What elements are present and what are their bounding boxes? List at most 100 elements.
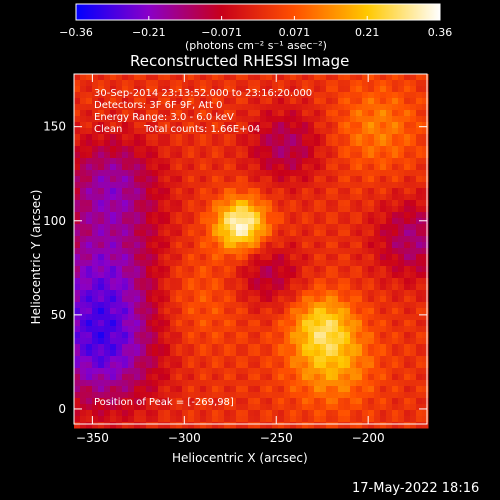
heatmap-cell bbox=[368, 134, 375, 141]
heatmap-cell bbox=[206, 416, 213, 423]
heatmap-cell bbox=[308, 308, 315, 315]
heatmap-cell bbox=[224, 206, 231, 213]
heatmap-cell bbox=[392, 296, 399, 303]
heatmap-cell bbox=[158, 188, 165, 195]
heatmap-cell bbox=[236, 110, 243, 117]
heatmap-cell bbox=[98, 242, 105, 249]
heatmap-cell bbox=[386, 302, 393, 309]
heatmap-cell bbox=[164, 344, 171, 351]
heatmap-cell bbox=[158, 74, 165, 81]
heatmap-cell bbox=[392, 74, 399, 81]
heatmap-cell bbox=[422, 182, 429, 189]
heatmap-cell bbox=[332, 194, 339, 201]
heatmap-cell bbox=[350, 410, 357, 417]
heatmap-cell bbox=[134, 284, 141, 291]
heatmap-cell bbox=[368, 302, 375, 309]
heatmap-cell bbox=[134, 98, 141, 105]
heatmap-cell bbox=[404, 278, 411, 285]
heatmap-cell bbox=[224, 302, 231, 309]
heatmap-cell bbox=[278, 158, 285, 165]
heatmap-cell bbox=[302, 320, 309, 327]
heatmap-cell bbox=[248, 110, 255, 117]
heatmap-cell bbox=[212, 224, 219, 231]
heatmap-cell bbox=[146, 386, 153, 393]
heatmap-cell bbox=[116, 344, 123, 351]
heatmap-cell bbox=[392, 200, 399, 207]
heatmap-cell bbox=[116, 284, 123, 291]
heatmap-cell bbox=[128, 164, 135, 171]
heatmap-cell bbox=[296, 242, 303, 249]
heatmap-cell bbox=[350, 266, 357, 273]
heatmap-cell bbox=[290, 98, 297, 105]
heatmap-cell bbox=[392, 134, 399, 141]
heatmap-cell bbox=[386, 146, 393, 153]
heatmap-cell bbox=[104, 92, 111, 99]
heatmap-cell bbox=[230, 398, 237, 405]
heatmap-cell bbox=[152, 248, 159, 255]
heatmap-cell bbox=[212, 374, 219, 381]
heatmap-cell bbox=[332, 182, 339, 189]
heatmap-cell bbox=[92, 128, 99, 135]
heatmap-cell bbox=[356, 140, 363, 147]
heatmap-cell bbox=[80, 326, 87, 333]
heatmap-cell bbox=[416, 230, 423, 237]
heatmap-cell bbox=[296, 104, 303, 111]
heatmap-cell bbox=[290, 176, 297, 183]
heatmap-cell bbox=[266, 338, 273, 345]
heatmap-cell bbox=[272, 404, 279, 411]
heatmap-cell bbox=[116, 260, 123, 267]
heatmap-cell bbox=[344, 416, 351, 423]
heatmap-cell bbox=[302, 110, 309, 117]
heatmap-cell bbox=[272, 122, 279, 129]
heatmap-cell bbox=[380, 386, 387, 393]
heatmap-cell bbox=[374, 290, 381, 297]
heatmap-cell bbox=[128, 416, 135, 423]
heatmap-cell bbox=[80, 194, 87, 201]
heatmap-cell bbox=[242, 290, 249, 297]
heatmap-cell bbox=[362, 368, 369, 375]
heatmap-cell bbox=[326, 122, 333, 129]
heatmap-cell bbox=[404, 356, 411, 363]
heatmap-cell bbox=[290, 302, 297, 309]
heatmap-cell bbox=[206, 122, 213, 129]
heatmap-cell bbox=[74, 176, 81, 183]
heatmap-cell bbox=[314, 200, 321, 207]
heatmap-cell bbox=[290, 116, 297, 123]
heatmap-cell bbox=[248, 314, 255, 321]
heatmap-cell bbox=[380, 80, 387, 87]
heatmap-cell bbox=[326, 194, 333, 201]
heatmap-cell bbox=[248, 104, 255, 111]
heatmap-cell bbox=[188, 158, 195, 165]
heatmap-cell bbox=[74, 212, 81, 219]
heatmap-cell bbox=[200, 134, 207, 141]
heatmap-cell bbox=[224, 164, 231, 171]
heatmap-cell bbox=[326, 116, 333, 123]
heatmap-cell bbox=[134, 404, 141, 411]
heatmap-cell bbox=[92, 416, 99, 423]
heatmap-cell bbox=[104, 230, 111, 237]
heatmap-cell bbox=[188, 254, 195, 261]
heatmap-cell bbox=[218, 344, 225, 351]
heatmap-cell bbox=[128, 182, 135, 189]
heatmap-cell bbox=[266, 344, 273, 351]
heatmap-cell bbox=[350, 326, 357, 333]
heatmap-cell bbox=[272, 230, 279, 237]
heatmap-cell bbox=[218, 218, 225, 225]
heatmap-cell bbox=[182, 80, 189, 87]
heatmap-cell bbox=[278, 386, 285, 393]
heatmap-cell bbox=[182, 188, 189, 195]
heatmap-cell bbox=[404, 230, 411, 237]
heatmap-cell bbox=[332, 170, 339, 177]
heatmap-cell bbox=[212, 362, 219, 369]
colorbar-ticks: −0.36 −0.21 −0.071 0.071 0.21 0.36 bbox=[59, 16, 452, 39]
heatmap-cell bbox=[116, 110, 123, 117]
heatmap-cell bbox=[368, 320, 375, 327]
heatmap-cell bbox=[260, 422, 267, 429]
heatmap-cell bbox=[410, 326, 417, 333]
heatmap-cell bbox=[110, 362, 117, 369]
heatmap-cell bbox=[146, 146, 153, 153]
heatmap-cell bbox=[338, 188, 345, 195]
heatmap-cell bbox=[128, 86, 135, 93]
heatmap-cell bbox=[206, 254, 213, 261]
heatmap-cell bbox=[380, 194, 387, 201]
